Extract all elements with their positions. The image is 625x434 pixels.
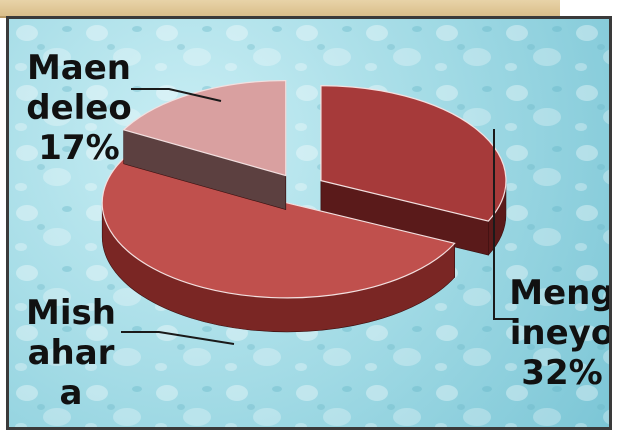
pie-slice-2 [122, 79, 287, 210]
chart-panel: Meng ineyo 32% Mish ahar a Maen deleo 17% [6, 16, 612, 430]
leader-line-1 [121, 331, 235, 345]
slice-label-line-0-1: ineyo [510, 313, 612, 353]
leader-line-0 [493, 129, 514, 320]
slice-label-line-1-0: Mish [26, 293, 116, 333]
pie-slice-1 [101, 156, 456, 333]
slice-label-0: Meng ineyo 32% [509, 273, 612, 393]
pie-slice-top-0 [320, 85, 507, 222]
pie-slice-0 [320, 85, 507, 256]
slice-label-line-2-0: Maen [27, 48, 131, 88]
pie-chart: Meng ineyo 32% Mish ahar a Maen deleo 17% [9, 19, 612, 427]
slice-label-line-2-2: 17% [38, 128, 119, 168]
slice-label-line-2-1: deleo [26, 88, 131, 128]
pie-slice-top-1 [101, 156, 456, 299]
slice-label-2: Maen deleo 17% [26, 48, 131, 168]
slice-label-line-1-2: a [60, 373, 83, 413]
slice-label-line-0-0: Meng [509, 273, 612, 313]
slice-label-line-1-1: ahar [28, 333, 115, 373]
leader-line-2 [131, 88, 222, 102]
slice-label-1: Mish ahar a [26, 293, 116, 413]
slice-label-line-0-2: 32% [521, 353, 602, 393]
